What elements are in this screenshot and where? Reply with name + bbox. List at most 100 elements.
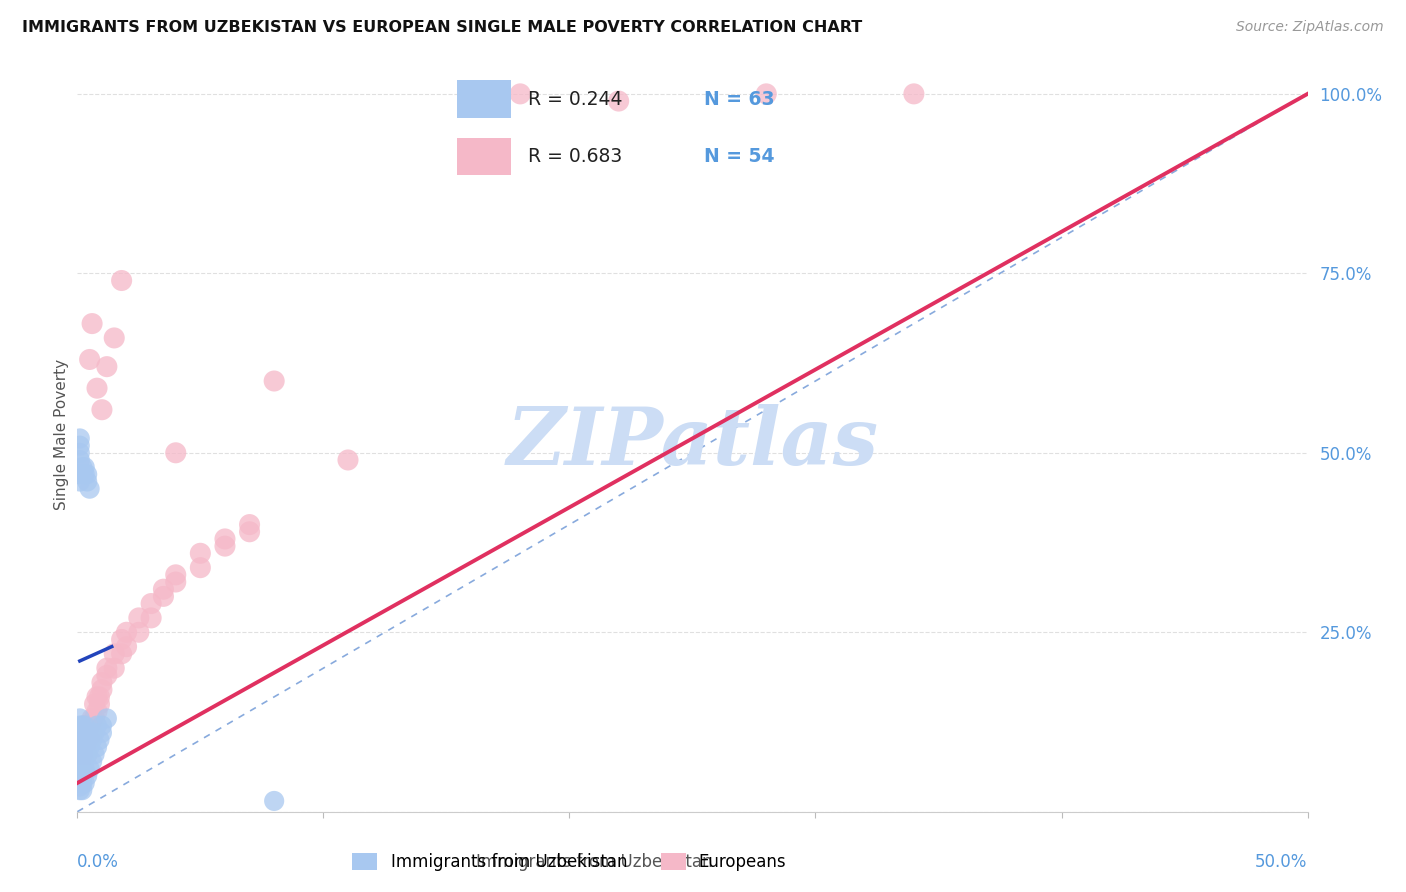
Point [69,467,91,482]
Point [89,690,111,704]
Point [79,725,101,739]
Point [76,467,98,482]
Point [86,690,108,704]
Point [73,776,96,790]
Point [86,704,108,718]
Point [96,359,118,374]
Point [82,755,104,769]
Point [86,740,108,755]
Point [83,711,105,725]
Point [111,632,132,647]
Point [214,539,236,553]
Point [89,697,111,711]
Point [69,718,91,732]
Point [214,532,236,546]
Point [83,747,105,762]
Point [89,733,111,747]
Point [152,582,174,597]
Point [82,711,104,725]
Point [509,87,531,101]
Point [90,718,114,732]
Point [128,611,150,625]
Text: Immigrants from Uzbekistan: Immigrants from Uzbekistan [475,853,713,871]
Point [755,87,778,101]
Text: 0.0%: 0.0% [77,853,120,871]
Point [69,446,91,460]
Point [263,374,285,388]
Point [69,776,91,790]
Point [152,590,174,604]
Point [70,460,93,475]
Point [69,439,91,453]
Point [86,381,108,395]
Point [96,668,118,682]
Point [90,402,114,417]
Point [69,725,91,739]
Text: ZIPatlas: ZIPatlas [506,404,879,481]
Point [69,744,91,758]
Y-axis label: Single Male Poverty: Single Male Poverty [53,359,69,510]
Point [70,783,93,797]
Point [70,725,93,739]
Point [79,733,101,747]
Point [76,747,98,762]
Point [79,352,101,367]
Point [111,647,132,661]
Point [76,733,98,747]
Point [76,747,98,762]
Point [239,524,262,539]
Point [70,718,93,732]
Point [70,769,93,783]
Text: 50.0%: 50.0% [1256,853,1308,871]
Point [83,697,105,711]
Point [103,661,125,675]
Point [69,769,91,783]
Text: Source: ZipAtlas.com: Source: ZipAtlas.com [1236,20,1384,34]
Point [115,625,138,640]
Point [73,718,96,732]
Point [69,432,91,446]
Point [69,780,91,794]
Point [70,755,93,769]
Point [76,769,98,783]
Point [83,725,105,739]
Point [111,273,132,287]
Point [96,711,118,725]
Point [69,758,91,772]
Point [79,740,101,755]
Point [337,453,360,467]
Point [76,733,98,747]
Point [69,740,91,755]
Point [90,682,114,697]
Point [86,718,108,732]
Point [69,765,91,780]
Point [69,733,91,747]
Text: IMMIGRANTS FROM UZBEKISTAN VS EUROPEAN SINGLE MALE POVERTY CORRELATION CHART: IMMIGRANTS FROM UZBEKISTAN VS EUROPEAN S… [22,20,863,35]
Point [90,675,114,690]
Point [69,711,91,725]
Point [73,733,96,747]
Point [73,460,96,475]
Point [69,762,91,776]
Point [79,482,101,496]
Point [79,718,101,732]
Point [141,611,163,625]
Point [82,725,104,739]
Point [165,567,187,582]
Point [70,762,93,776]
Point [188,560,212,574]
Point [73,733,96,747]
Point [69,747,91,762]
Point [70,747,93,762]
Point [128,625,150,640]
Point [103,647,125,661]
Legend: Immigrants from Uzbekistan, Europeans: Immigrants from Uzbekistan, Europeans [353,853,786,871]
Point [70,747,93,762]
Point [263,794,285,808]
Point [70,733,93,747]
Point [82,317,104,331]
Point [90,725,114,739]
Point [115,640,138,654]
Point [188,546,212,560]
Point [103,331,125,345]
